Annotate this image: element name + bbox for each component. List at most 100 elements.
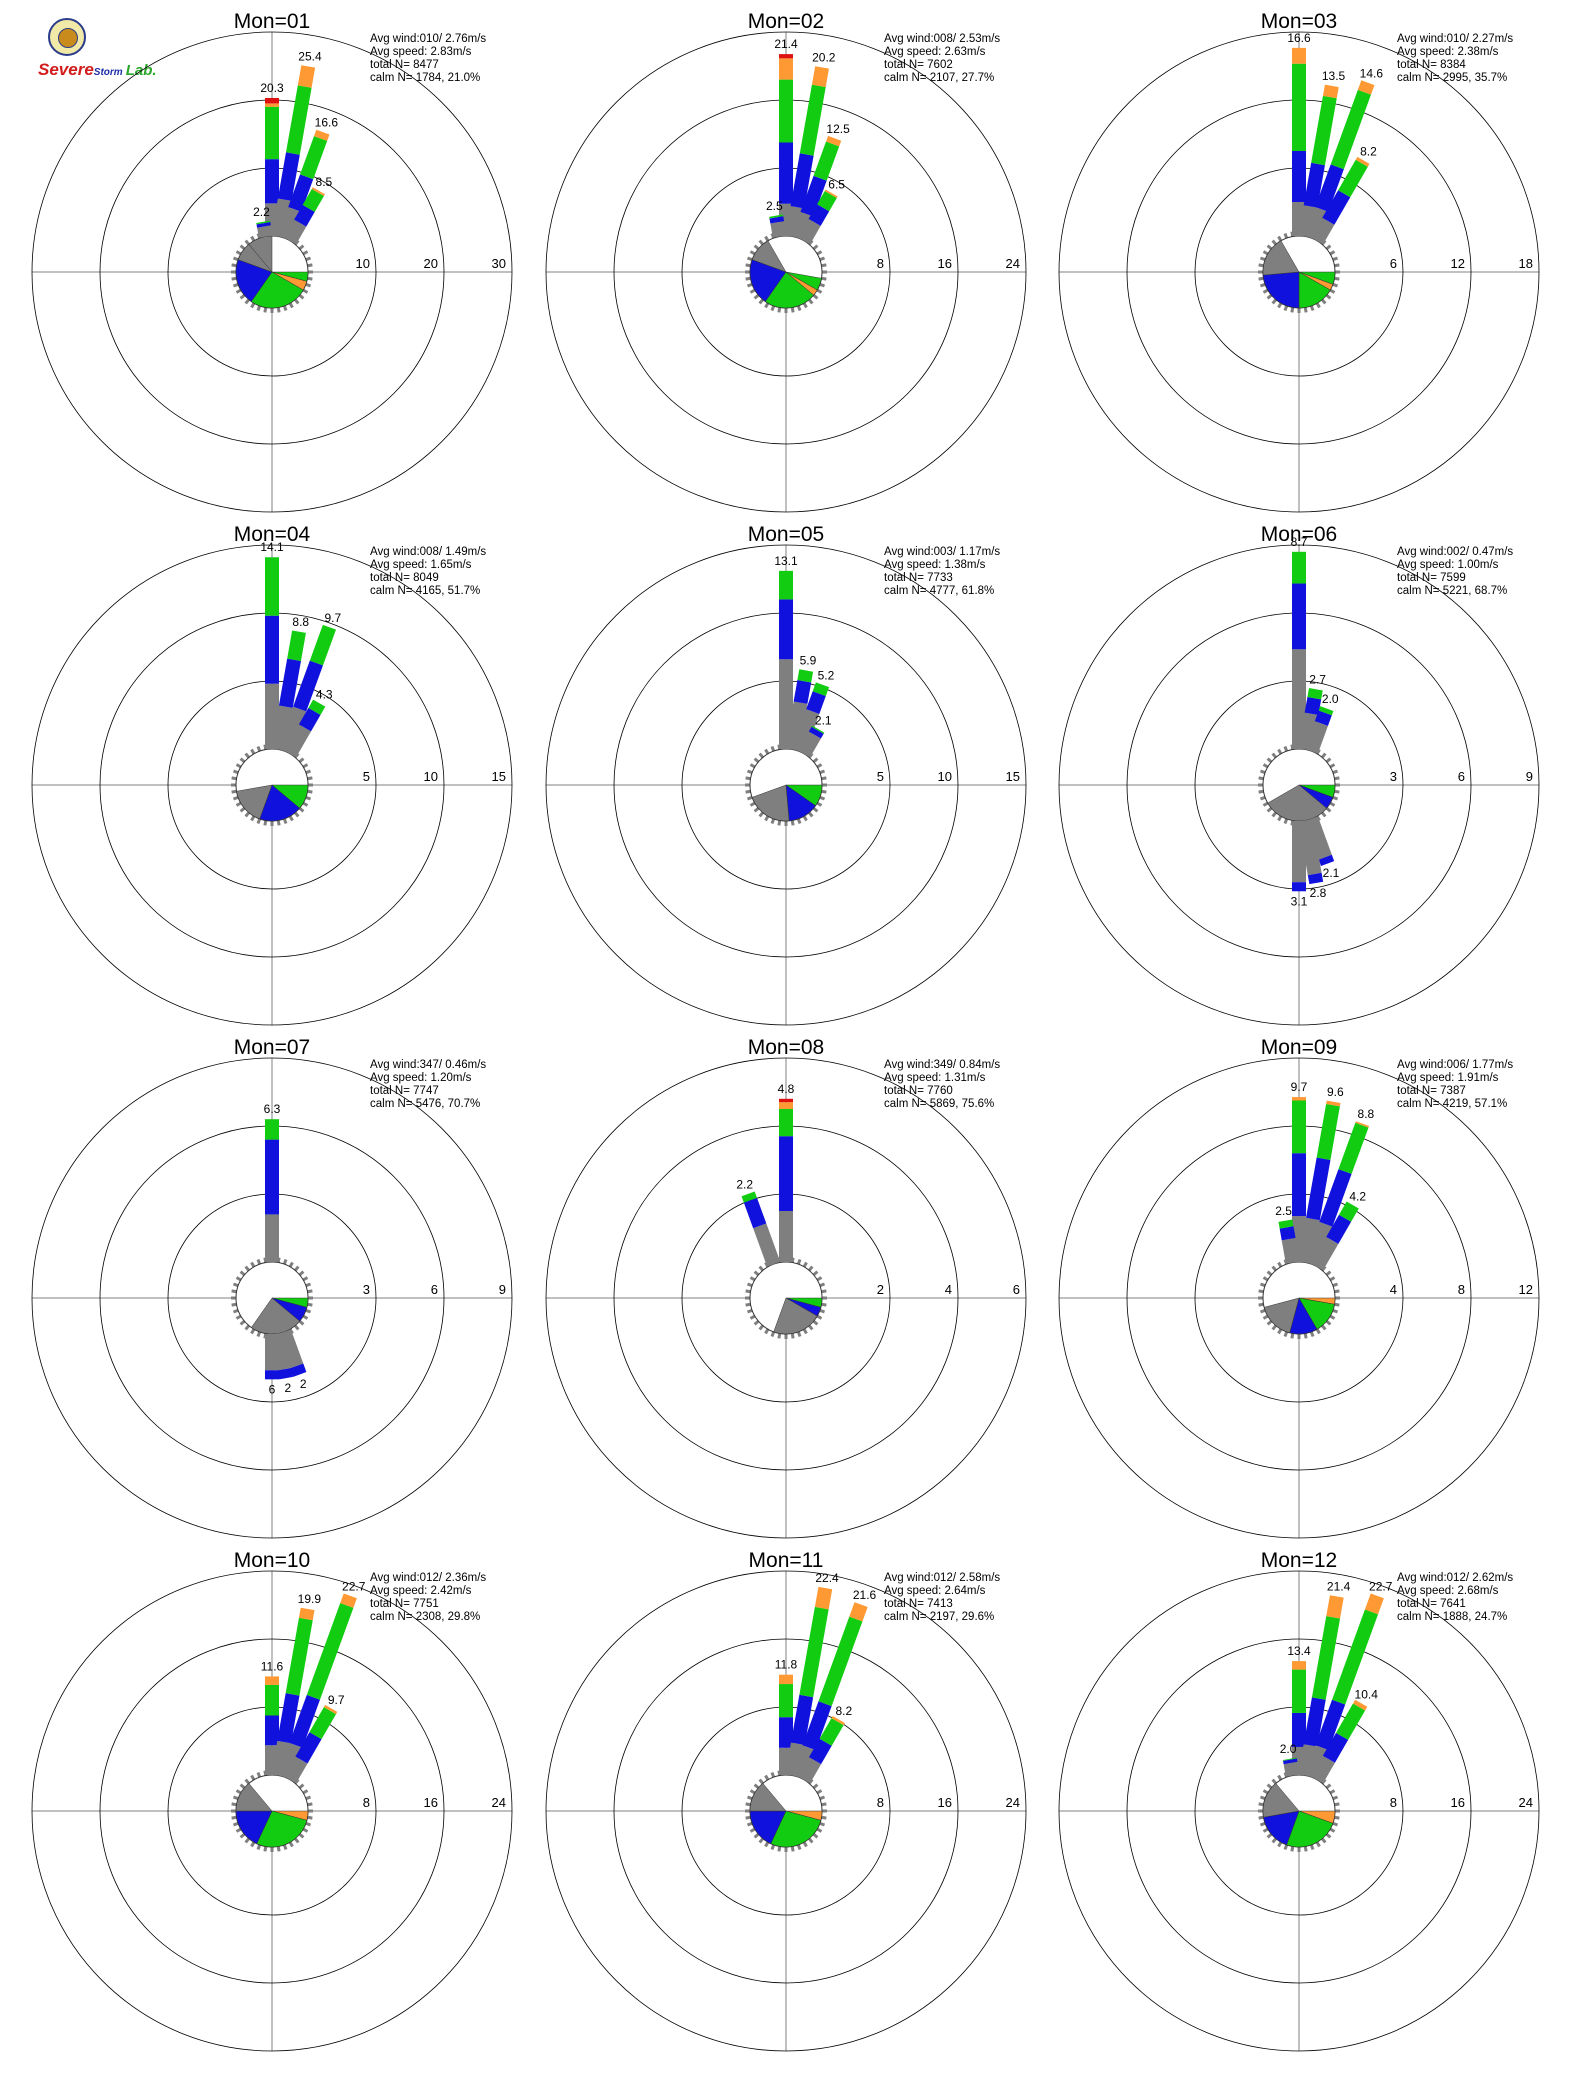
- dir-tick: [305, 795, 312, 801]
- petal-segment: [314, 129, 330, 141]
- petal: [1292, 551, 1306, 749]
- petal-segment: [1304, 721, 1328, 754]
- avg-speed: Avg speed: 1.38m/s: [884, 559, 986, 571]
- total-n: total N= 7641: [1397, 1598, 1466, 1610]
- dir-tick: [231, 1815, 237, 1820]
- petal-label: 4.3: [316, 688, 333, 702]
- ring-label: 24: [1519, 1795, 1533, 1810]
- petal-segment: [1304, 207, 1329, 241]
- dir-tick: [764, 748, 770, 755]
- petal-segment: [271, 705, 293, 751]
- total-n: total N= 7747: [370, 1085, 439, 1097]
- dir-tick: [1277, 1261, 1283, 1268]
- petal-segment: [1304, 696, 1322, 716]
- dir-tick: [758, 811, 765, 818]
- petal-segment: [1304, 1221, 1333, 1267]
- dir-tick: [770, 818, 776, 825]
- dir-tick: [256, 305, 262, 312]
- wind-rose-panel: 8 16 24 21.4 20.2 12.5 6.5 2.5 Mon=02 Avg wind:00…: [545, 10, 1027, 513]
- petal: [1310, 1201, 1359, 1271]
- petal-segment: [285, 1617, 313, 1696]
- dir-tick: [1290, 1846, 1295, 1852]
- petal-segment: [1332, 1609, 1379, 1705]
- dir-tick: [235, 250, 242, 256]
- dir-tick: [1325, 1270, 1332, 1277]
- dir-tick: [276, 820, 281, 826]
- ring-label: 16: [424, 1795, 438, 1810]
- dir-tick: [753, 293, 760, 300]
- petal-segment: [1322, 1732, 1349, 1763]
- petal-segment: [808, 726, 824, 739]
- dir-tick: [232, 282, 239, 288]
- dir-tick: [819, 1282, 826, 1288]
- grid-ring: [31, 31, 513, 513]
- dir-tick: [753, 1783, 760, 1790]
- dir-tick: [777, 820, 782, 826]
- dir-tick: [796, 1331, 802, 1338]
- dir-tick: [231, 276, 237, 281]
- dir-tick: [816, 763, 823, 769]
- dir-tick: [790, 820, 795, 826]
- avg-speed: Avg speed: 2.64m/s: [884, 1585, 986, 1597]
- petal-segment: [298, 707, 321, 732]
- avg-wind: Avg wind:008/ 1.49m/s: [370, 546, 486, 558]
- calm-sector: [751, 784, 790, 822]
- calm-n: calm N= 1784, 21.0%: [370, 72, 480, 84]
- petal: [1298, 84, 1339, 238]
- dir-tick: [1266, 1319, 1273, 1326]
- dir-tick: [235, 763, 242, 769]
- dir-tick: [821, 276, 827, 281]
- petal-segment: [283, 724, 312, 758]
- dir-tick: [1325, 1832, 1332, 1839]
- dir-tick: [276, 1846, 281, 1852]
- dir-tick: [770, 1771, 776, 1778]
- petal-segment: [288, 174, 314, 212]
- dir-tick: [235, 1276, 242, 1282]
- petal-segment: [1355, 1121, 1370, 1128]
- petal-segment: [265, 103, 279, 107]
- dir-tick: [816, 288, 823, 294]
- petal-label: 2.8: [1310, 886, 1327, 900]
- petal-segment: [265, 1684, 279, 1716]
- petal-segment: [340, 1593, 357, 1608]
- ring-label: 24: [1006, 1795, 1020, 1810]
- avg-wind: Avg wind:008/ 2.53m/s: [884, 33, 1000, 45]
- grid-ring: [1058, 31, 1540, 513]
- total-n: total N= 8384: [1397, 59, 1466, 71]
- petal-segment: [791, 1745, 816, 1780]
- petal-segment: [306, 1603, 354, 1700]
- dir-tick: [244, 1837, 251, 1844]
- petal: [1304, 1121, 1370, 1267]
- petal-segment: [791, 211, 814, 241]
- wind-rose-panel: 5 10 15 13.1 5.95.2 2.1 Mon=05 Avg wind:003/ 1.…: [545, 523, 1027, 1026]
- avg-speed: Avg speed: 1.00m/s: [1397, 559, 1499, 571]
- dir-tick: [305, 282, 312, 288]
- calm-n: calm N= 4219, 57.1%: [1397, 1098, 1507, 1110]
- petal-segment: [779, 1684, 793, 1718]
- petal-segment: [790, 1694, 814, 1745]
- calm-sector: [1262, 271, 1300, 309]
- petal-segment: [785, 701, 808, 751]
- dir-tick: [812, 1783, 819, 1790]
- dir-tick: [1277, 1328, 1283, 1335]
- dir-tick: [1258, 1815, 1264, 1820]
- dir-tick: [298, 1832, 305, 1839]
- dir-tick: [302, 801, 309, 807]
- avg-wind: Avg wind:003/ 1.17m/s: [884, 546, 1000, 558]
- dir-tick: [807, 1324, 814, 1331]
- dir-tick: [1329, 1314, 1336, 1320]
- dir-tick: [1271, 1837, 1278, 1844]
- dir-tick: [753, 1270, 760, 1277]
- petal-segment: [1318, 706, 1334, 716]
- wind-rose-panel: 2 4 6 4.8 2.2 Mon=08 Avg wind:349/ 0.84m/sAvg …: [545, 1036, 1027, 1539]
- dir-tick: [796, 818, 802, 825]
- dir-tick: [1329, 288, 1336, 294]
- dir-tick: [232, 1282, 239, 1288]
- petal-label: 9.6: [1327, 1085, 1344, 1099]
- dir-tick: [232, 1821, 239, 1827]
- petal-segment: [290, 1363, 307, 1377]
- dir-tick: [816, 801, 823, 807]
- petal-segment: [799, 84, 826, 156]
- dir-tick: [1277, 1774, 1283, 1781]
- avg-speed: Avg speed: 2.83m/s: [370, 46, 472, 58]
